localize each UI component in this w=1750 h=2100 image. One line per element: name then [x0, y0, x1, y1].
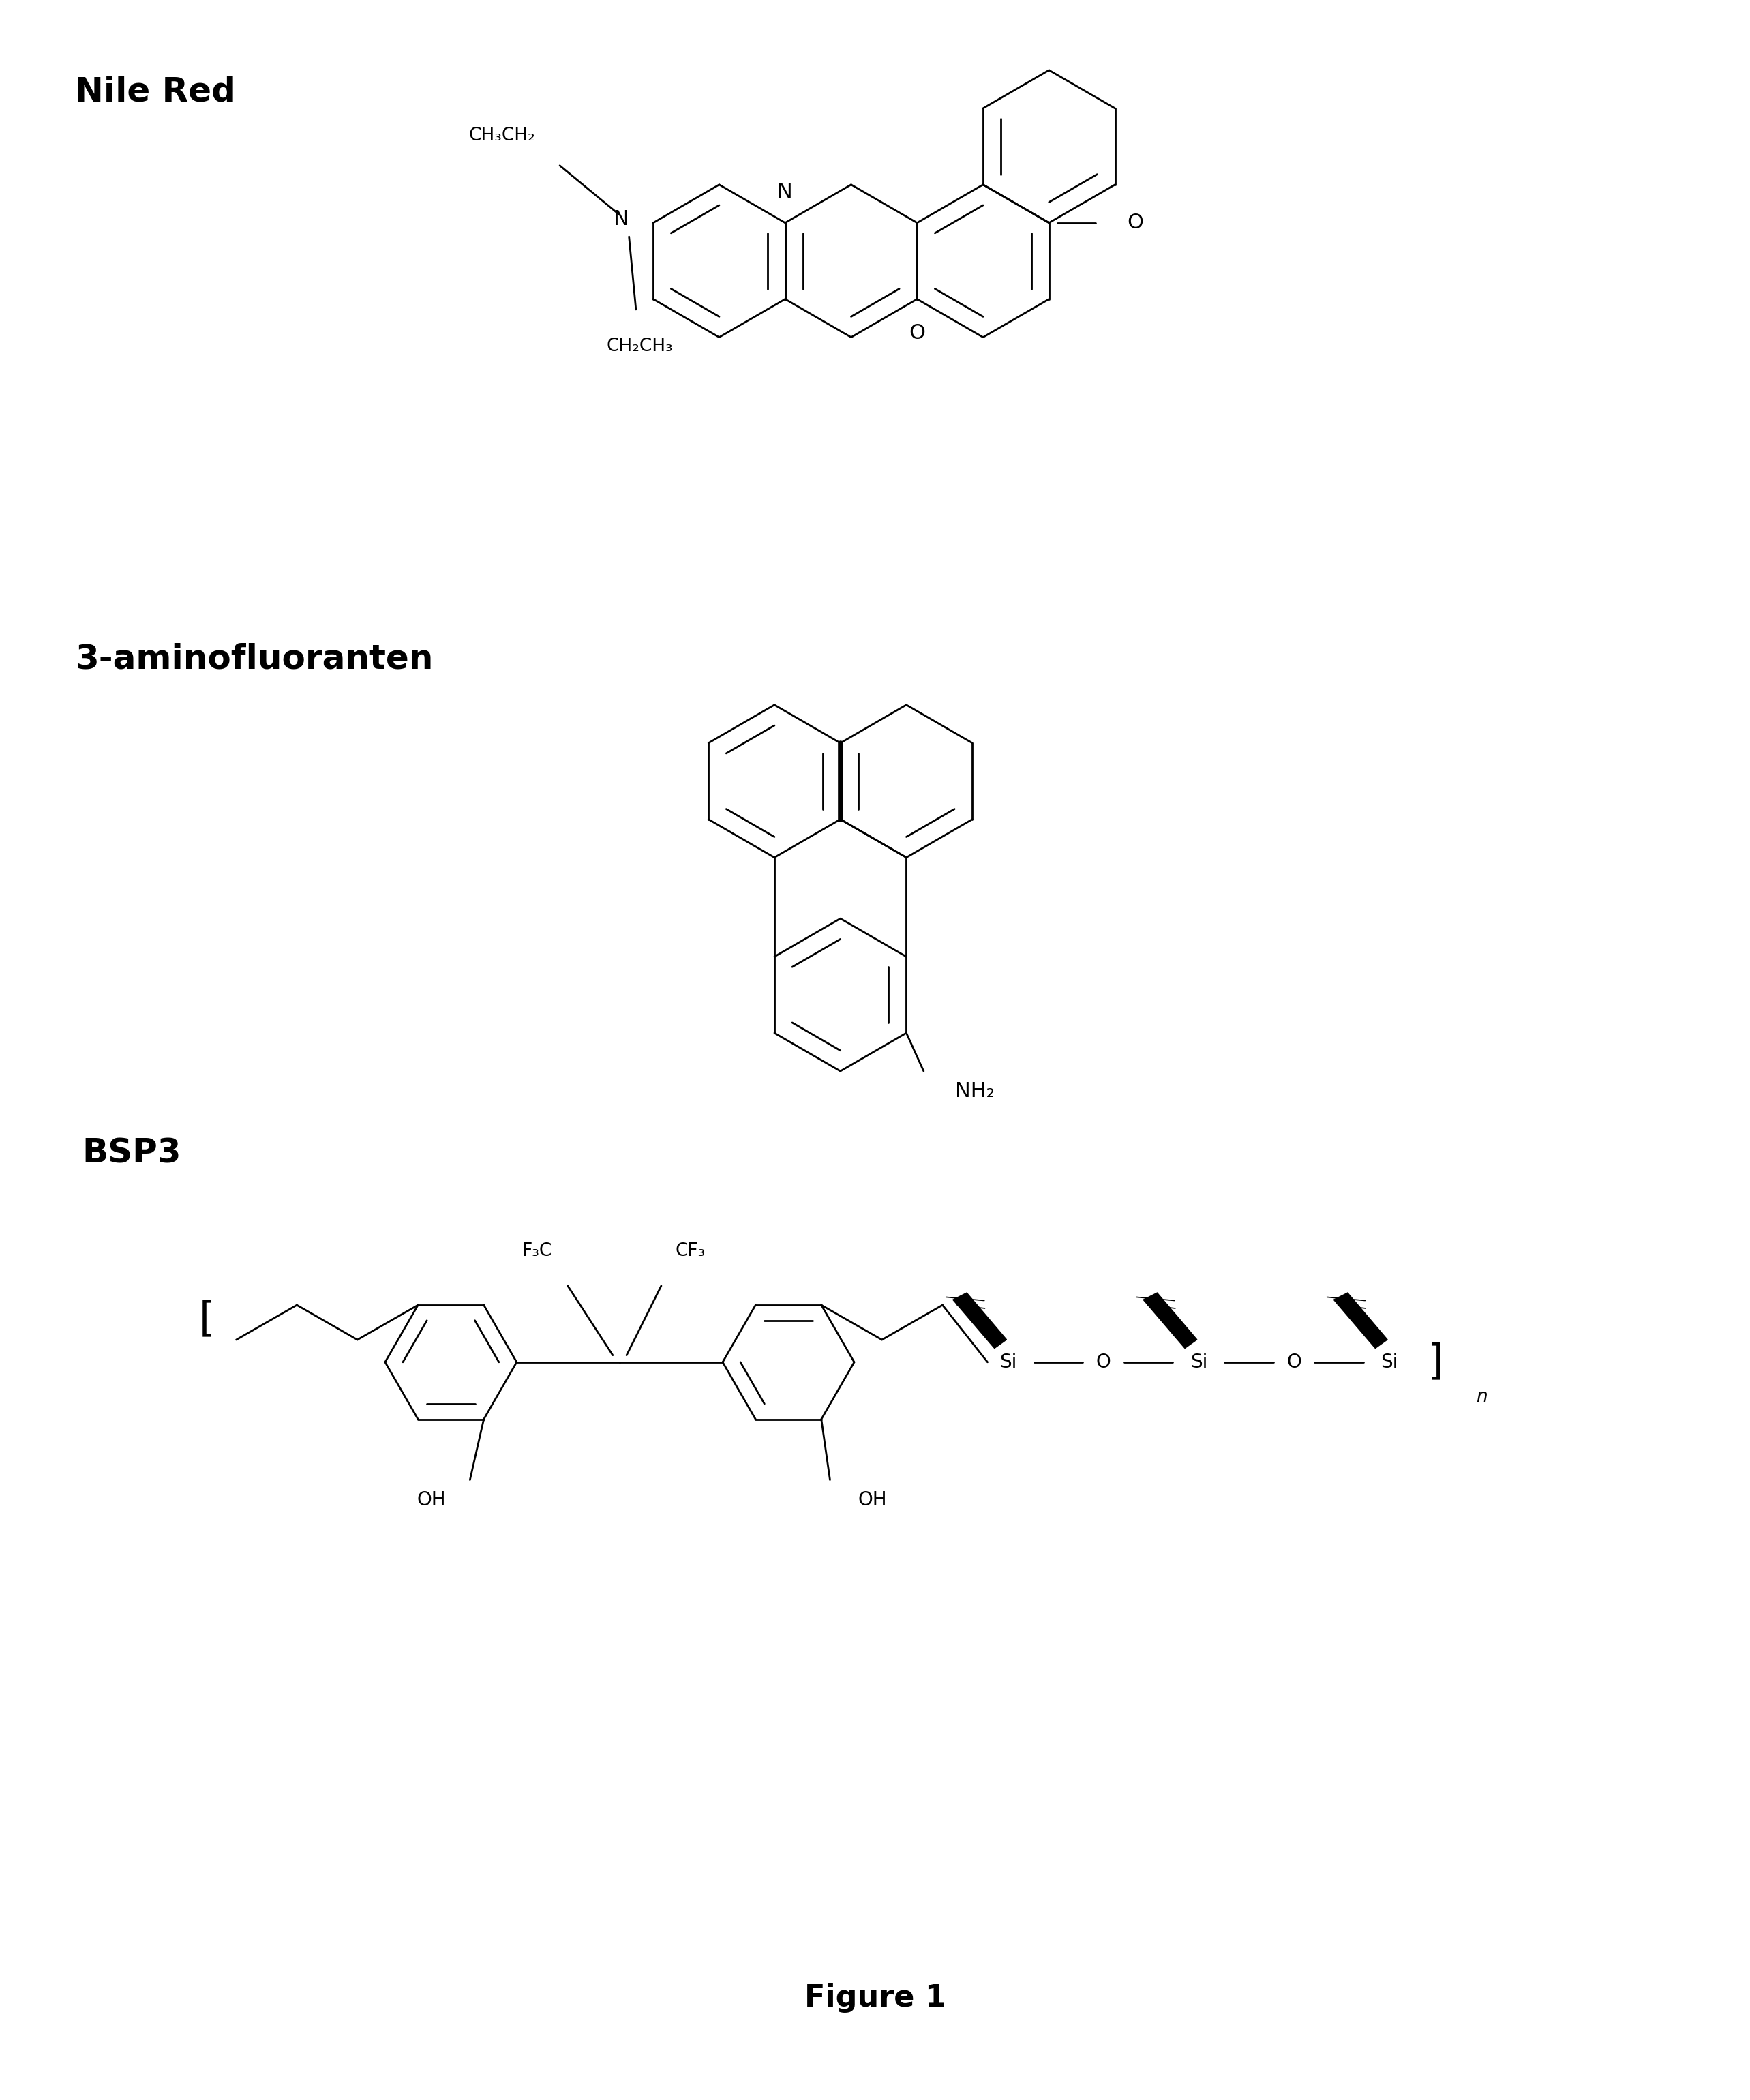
Text: F₃C: F₃C	[522, 1241, 553, 1260]
Text: Si: Si	[1190, 1352, 1208, 1371]
Text: CF₃: CF₃	[676, 1241, 705, 1260]
Text: CH₃CH₂: CH₃CH₂	[469, 126, 536, 145]
Polygon shape	[1143, 1294, 1197, 1348]
Text: Si: Si	[999, 1352, 1017, 1371]
Text: BSP3: BSP3	[82, 1136, 182, 1170]
Text: [: [	[200, 1298, 215, 1340]
Text: ]: ]	[1428, 1342, 1444, 1382]
Text: O: O	[1286, 1352, 1302, 1371]
Polygon shape	[954, 1294, 1006, 1348]
Text: N: N	[777, 183, 793, 202]
Text: Si: Si	[1381, 1352, 1398, 1371]
Text: Figure 1: Figure 1	[805, 1982, 945, 2012]
Text: O: O	[908, 323, 926, 342]
Text: O: O	[1127, 212, 1143, 233]
Polygon shape	[1334, 1294, 1388, 1348]
Text: OH: OH	[858, 1491, 887, 1510]
Text: Nile Red: Nile Red	[75, 76, 236, 107]
Text: OH: OH	[416, 1491, 446, 1510]
Text: CH₂CH₃: CH₂CH₃	[605, 338, 672, 355]
Text: NH₂: NH₂	[956, 1082, 994, 1100]
Text: N: N	[614, 210, 628, 229]
Text: n: n	[1475, 1388, 1488, 1405]
Text: 3-aminofluoranten: 3-aminofluoranten	[75, 643, 434, 676]
Text: O: O	[1096, 1352, 1111, 1371]
